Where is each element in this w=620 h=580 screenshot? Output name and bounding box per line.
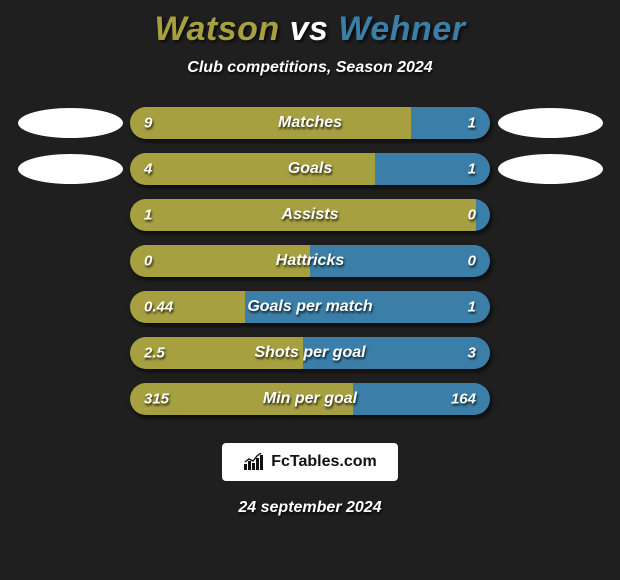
stat-bar-right-seg [476,199,490,231]
stat-bar: 0 0 Hattricks [130,245,490,277]
comparison-card: Watson vs Wehner Club competitions, Seas… [0,0,620,580]
stat-label: Goals per match [247,298,372,316]
stat-bar: 9 1 Matches [130,107,490,139]
club-logo-left-slot [10,154,130,184]
stat-bar: 1 0 Assists [130,199,490,231]
club-logo-left-slot [10,108,130,138]
club-logo-left [18,154,123,184]
stat-bar-left-seg [130,107,411,139]
stat-rows: 9 1 Matches 4 1 Goals 1 0 Assists 0 0 Hattricks 0.44… [0,107,620,415]
stat-bar: 0.44 1 Goals per match [130,291,490,323]
stat-row: 1 0 Assists [0,199,620,231]
stat-bar: 2.5 3 Shots per goal [130,337,490,369]
stat-value-right: 164 [451,391,476,408]
footer-date: 24 september 2024 [238,499,381,517]
stat-bar-left-seg [130,153,375,185]
stat-label: Shots per goal [254,344,365,362]
stat-bar-right-seg [411,107,490,139]
stat-value-right: 1 [468,161,476,178]
stat-value-left: 4 [144,161,152,178]
club-logo-right-slot [490,108,610,138]
club-logo-right [498,154,603,184]
brand-badge[interactable]: FcTables.com [222,443,398,481]
stat-value-left: 2.5 [144,345,165,362]
stat-value-right: 1 [468,299,476,316]
stat-row: 4 1 Goals [0,153,620,185]
club-logo-right-slot [490,154,610,184]
stat-value-left: 0.44 [144,299,173,316]
title-player1: Watson [155,10,280,48]
brand-chart-icon [243,453,265,471]
stat-value-left: 0 [144,253,152,270]
subtitle: Club competitions, Season 2024 [187,59,432,77]
club-logo-right [498,108,603,138]
stat-row: 315 164 Min per goal [0,383,620,415]
stat-value-right: 0 [468,207,476,224]
stat-label: Goals [288,160,332,178]
club-logo-left [18,108,123,138]
stat-value-left: 1 [144,207,152,224]
stat-value-left: 315 [144,391,169,408]
stat-label: Assists [282,206,339,224]
title-vs: vs [290,10,329,48]
stat-row: 2.5 3 Shots per goal [0,337,620,369]
stat-value-right: 0 [468,253,476,270]
stat-row: 0 0 Hattricks [0,245,620,277]
stat-bar: 315 164 Min per goal [130,383,490,415]
stat-label: Min per goal [263,390,357,408]
stat-bar: 4 1 Goals [130,153,490,185]
stat-value-right: 3 [468,345,476,362]
stat-value-right: 1 [468,115,476,132]
stat-value-left: 9 [144,115,152,132]
stat-label: Matches [278,114,342,132]
brand-text: FcTables.com [271,453,377,471]
title: Watson vs Wehner [155,10,466,49]
title-player2: Wehner [338,10,465,48]
stat-row: 0.44 1 Goals per match [0,291,620,323]
stat-row: 9 1 Matches [0,107,620,139]
stat-label: Hattricks [276,252,344,270]
